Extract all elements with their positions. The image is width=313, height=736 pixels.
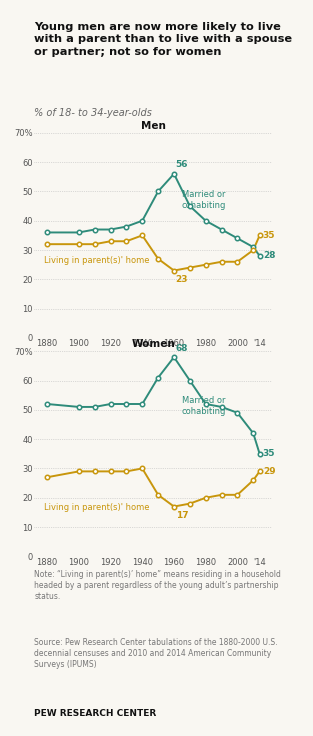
Text: 29: 29: [263, 467, 275, 476]
Text: 56: 56: [176, 160, 188, 169]
Text: Married or
cohabiting: Married or cohabiting: [182, 191, 226, 210]
Text: Men: Men: [141, 121, 166, 131]
Text: % of 18- to 34-year-olds: % of 18- to 34-year-olds: [34, 107, 152, 118]
Text: Women: Women: [131, 339, 175, 349]
Text: Note: “Living in parent(s)’ home” means residing in a household
headed by a pare: Note: “Living in parent(s)’ home” means …: [34, 570, 281, 601]
Text: Young men are now more likely to live
with a parent than to live with a spouse
o: Young men are now more likely to live wi…: [34, 22, 293, 57]
Text: Married or
cohabiting: Married or cohabiting: [182, 397, 226, 416]
Text: Source: Pew Research Center tabulations of the 1880-2000 U.S.
decennial censuses: Source: Pew Research Center tabulations …: [34, 638, 278, 669]
Text: Living in parent(s)' home: Living in parent(s)' home: [44, 503, 149, 512]
Text: 68: 68: [176, 344, 188, 353]
Text: 17: 17: [176, 511, 188, 520]
Text: 35: 35: [263, 231, 275, 240]
Text: 35: 35: [263, 449, 275, 459]
Text: PEW RESEARCH CENTER: PEW RESEARCH CENTER: [34, 709, 157, 718]
Text: 23: 23: [176, 275, 188, 284]
Text: Living in parent(s)' home: Living in parent(s)' home: [44, 256, 149, 265]
Text: 28: 28: [263, 252, 275, 261]
